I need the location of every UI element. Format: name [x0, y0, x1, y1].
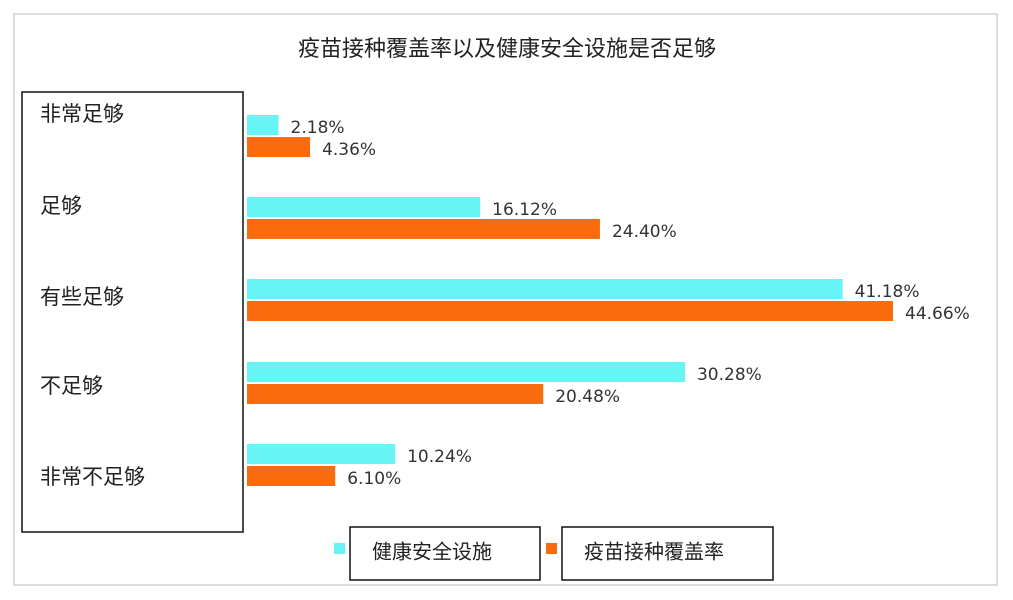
bar: [247, 115, 279, 135]
bar: [247, 219, 600, 239]
bar: [247, 466, 336, 486]
category-label: 非常足够: [40, 102, 124, 126]
category-label: 有些足够: [40, 285, 124, 309]
category-label: 非常不足够: [40, 465, 145, 489]
bar: [247, 301, 893, 321]
category-label: 不足够: [40, 374, 103, 398]
bar: [247, 362, 685, 382]
value-label: 30.28%: [697, 365, 762, 385]
value-label: 20.48%: [555, 387, 620, 407]
category-box: [21, 91, 244, 533]
value-label: 4.36%: [322, 140, 376, 160]
bar: [247, 279, 843, 299]
bar: [247, 197, 481, 217]
bar: [247, 444, 396, 464]
value-label: 24.40%: [612, 222, 677, 242]
chart-frame: [13, 13, 998, 586]
value-label: 16.12%: [492, 200, 557, 220]
bar: [247, 137, 311, 157]
chart-title: 疫苗接种覆盖率以及健康安全设施是否足够: [298, 37, 716, 62]
value-label: 44.66%: [905, 304, 970, 324]
legend-marker: [334, 543, 345, 554]
legend-box: [561, 526, 774, 581]
bar: [247, 384, 544, 404]
value-label: 10.24%: [407, 447, 472, 467]
legend-marker: [546, 543, 557, 554]
value-label: 6.10%: [347, 469, 401, 489]
legend-label: 健康安全设施: [372, 540, 492, 564]
legend-box: [349, 526, 541, 581]
value-label: 2.18%: [291, 118, 345, 138]
category-label: 足够: [40, 194, 82, 218]
value-label: 41.18%: [855, 282, 920, 302]
legend-label: 疫苗接种覆盖率: [584, 540, 724, 564]
